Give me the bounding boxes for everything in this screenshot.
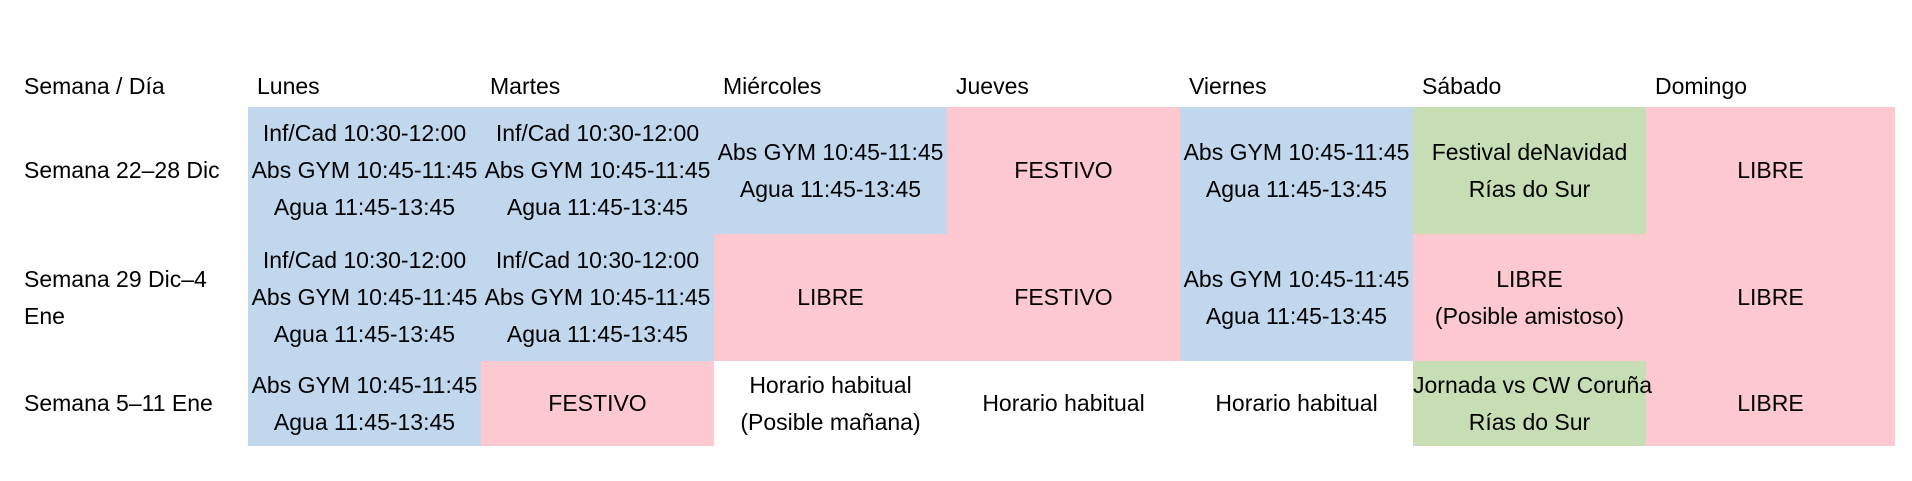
- cell-line: Abs GYM 10:45-11:45: [717, 138, 944, 165]
- cell-line: FESTIVO: [548, 390, 647, 416]
- cell-line: Inf/Cad 10:30-12:00: [262, 247, 467, 273]
- cell-line: Horario habitual: [982, 390, 1145, 416]
- cell-line: Inf/Cad 10:30-12:00: [495, 120, 700, 146]
- cell-line: Inf/Cad 10:30-12:00: [262, 120, 467, 146]
- schedule-cell-wednesday: Horario habitual (Posible mañana): [714, 361, 947, 446]
- schedule-cell-tuesday: FESTIVO: [481, 361, 714, 446]
- cell-line: Agua 11:45-13:45: [506, 194, 689, 220]
- cell-line: Abs GYM 10:45-11:45: [484, 284, 711, 310]
- cell-line: Agua 11:45-13:45: [739, 175, 922, 202]
- schedule-cell-friday: Horario habitual: [1180, 361, 1413, 446]
- cell-line: (Posible amistoso): [1434, 302, 1625, 329]
- week-label: Semana 22–28 Dic: [24, 157, 220, 183]
- header-sunday: Domingo: [1655, 73, 1748, 99]
- cell-line: Agua 11:45-13:45: [273, 321, 456, 347]
- schedule-cell-saturday: Festival deNavidad Rías do Sur: [1413, 107, 1646, 234]
- cell-line: Abs GYM 10:45-11:45: [1183, 138, 1410, 165]
- header-thursday: Jueves: [956, 73, 1029, 99]
- header-week: Semana / Día: [24, 73, 165, 99]
- cell-line: Abs GYM 10:45-11:45: [251, 157, 478, 183]
- table-row: Semana 22–28 Dic Inf/Cad 10:30-12:00 Abs G…: [15, 107, 1895, 234]
- cell-line: Agua 11:45-13:45: [1205, 302, 1388, 329]
- cell-line: LIBRE: [1737, 284, 1804, 310]
- table-row: Semana 5–11 Ene Abs GYM 10:45-11:45 Agua 1…: [15, 361, 1895, 446]
- week-label: Semana 5–11 Ene: [24, 390, 213, 416]
- schedule-cell-saturday: LIBRE (Posible amistoso): [1413, 234, 1646, 361]
- schedule-cell-sunday: LIBRE: [1646, 361, 1895, 446]
- cell-line: LIBRE: [1496, 265, 1563, 292]
- table-row: Semana 29 Dic–4 Ene Inf/Cad 10:30-12:00 Ab…: [15, 234, 1895, 361]
- schedule-cell-wednesday: Abs GYM 10:45-11:45 Agua 11:45-13:45: [714, 107, 947, 234]
- header-row: Semana / Día Lunes Martes Miércoles Juev…: [15, 68, 1895, 107]
- cell-line: Jornada vs CW Coruña: [1413, 371, 1653, 398]
- cell-line: Abs GYM 10:45-11:45: [484, 157, 711, 183]
- cell-line: Agua 11:45-13:45: [273, 408, 456, 435]
- header-friday: Viernes: [1189, 73, 1267, 99]
- cell-line: Abs GYM 10:45-11:45: [251, 371, 478, 398]
- cell-line: Agua 11:45-13:45: [273, 194, 456, 220]
- schedule-cell-monday: Inf/Cad 10:30-12:00 Abs GYM 10:45-11:45 Ag…: [248, 234, 481, 361]
- schedule-table: Semana / Día Lunes Martes Miércoles Juev…: [15, 68, 1895, 446]
- schedule-cell-friday: Abs GYM 10:45-11:45 Agua 11:45-13:45: [1180, 234, 1413, 361]
- cell-line: Rías do Sur: [1468, 408, 1591, 435]
- schedule-cell-monday: Abs GYM 10:45-11:45 Agua 11:45-13:45: [248, 361, 481, 446]
- schedule-cell-monday: Inf/Cad 10:30-12:00 Abs GYM 10:45-11:45 Ag…: [248, 107, 481, 234]
- schedule-cell-saturday: Jornada vs CW Coruña Rías do Sur: [1413, 361, 1653, 446]
- cell-line: Festival deNavidad: [1431, 138, 1628, 165]
- schedule-cell-tuesday: Inf/Cad 10:30-12:00 Abs GYM 10:45-11:45 Ag…: [481, 107, 714, 234]
- cell-line: Abs GYM 10:45-11:45: [1183, 265, 1410, 292]
- cell-line: Horario habitual: [749, 371, 912, 398]
- table-header: Semana / Día Lunes Martes Miércoles Juev…: [15, 68, 1895, 107]
- header-monday: Lunes: [257, 73, 320, 99]
- schedule-cell-tuesday: Inf/Cad 10:30-12:00 Abs GYM 10:45-11:45 Ag…: [481, 234, 714, 361]
- cell-line: Abs GYM 10:45-11:45: [251, 284, 478, 310]
- cell-line: Inf/Cad 10:30-12:00: [495, 247, 700, 273]
- week-label: Semana 29 Dic–4 Ene: [24, 265, 207, 329]
- cell-line: LIBRE: [1737, 157, 1804, 183]
- schedule-cell-sunday: LIBRE: [1646, 107, 1895, 234]
- schedule-cell-thursday: Horario habitual: [947, 361, 1180, 446]
- schedule-cell-wednesday: LIBRE: [714, 234, 947, 361]
- header-tuesday: Martes: [490, 73, 561, 99]
- header-wednesday: Miércoles: [723, 73, 822, 99]
- cell-line: LIBRE: [1737, 390, 1804, 416]
- cell-line: LIBRE: [797, 284, 864, 310]
- cell-line: Agua 11:45-13:45: [1205, 175, 1388, 202]
- schedule-cell-sunday: LIBRE: [1646, 234, 1895, 361]
- cell-line: Horario habitual: [1215, 390, 1378, 416]
- header-saturday: Sábado: [1422, 73, 1502, 99]
- schedule-cell-thursday: FESTIVO: [947, 234, 1180, 361]
- cell-line: Agua 11:45-13:45: [506, 321, 689, 347]
- schedule-cell-friday: Abs GYM 10:45-11:45 Agua 11:45-13:45: [1180, 107, 1413, 234]
- cell-line: FESTIVO: [1014, 284, 1113, 310]
- cell-line: Rías do Sur: [1468, 175, 1591, 202]
- schedule-cell-thursday: FESTIVO: [947, 107, 1180, 234]
- cell-line: FESTIVO: [1014, 157, 1113, 183]
- cell-line: (Posible mañana): [740, 408, 921, 435]
- table-body: Semana 22–28 Dic Inf/Cad 10:30-12:00 Abs G…: [15, 107, 1895, 446]
